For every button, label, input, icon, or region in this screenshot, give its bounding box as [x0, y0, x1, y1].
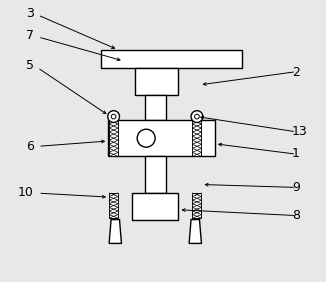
Bar	[145, 95, 166, 120]
Circle shape	[111, 114, 116, 119]
Bar	[192, 120, 201, 157]
Circle shape	[191, 111, 203, 122]
Text: 1: 1	[292, 147, 300, 160]
Circle shape	[137, 129, 155, 147]
Text: 10: 10	[18, 186, 34, 199]
Bar	[132, 193, 178, 220]
Text: 9: 9	[292, 181, 300, 194]
Polygon shape	[109, 220, 122, 243]
Text: 13: 13	[292, 125, 308, 138]
Bar	[101, 50, 242, 68]
Text: 2: 2	[292, 66, 300, 79]
Polygon shape	[189, 220, 201, 243]
Circle shape	[195, 114, 199, 119]
Text: 3: 3	[26, 7, 34, 20]
Bar	[145, 157, 166, 193]
Circle shape	[108, 111, 120, 122]
Text: 5: 5	[26, 59, 34, 72]
Text: 6: 6	[26, 140, 34, 153]
Bar	[192, 193, 201, 218]
Bar	[135, 68, 178, 95]
Bar	[109, 120, 118, 157]
Text: 7: 7	[26, 29, 34, 42]
Bar	[108, 120, 215, 157]
Text: 8: 8	[292, 209, 300, 222]
Bar	[109, 193, 118, 218]
